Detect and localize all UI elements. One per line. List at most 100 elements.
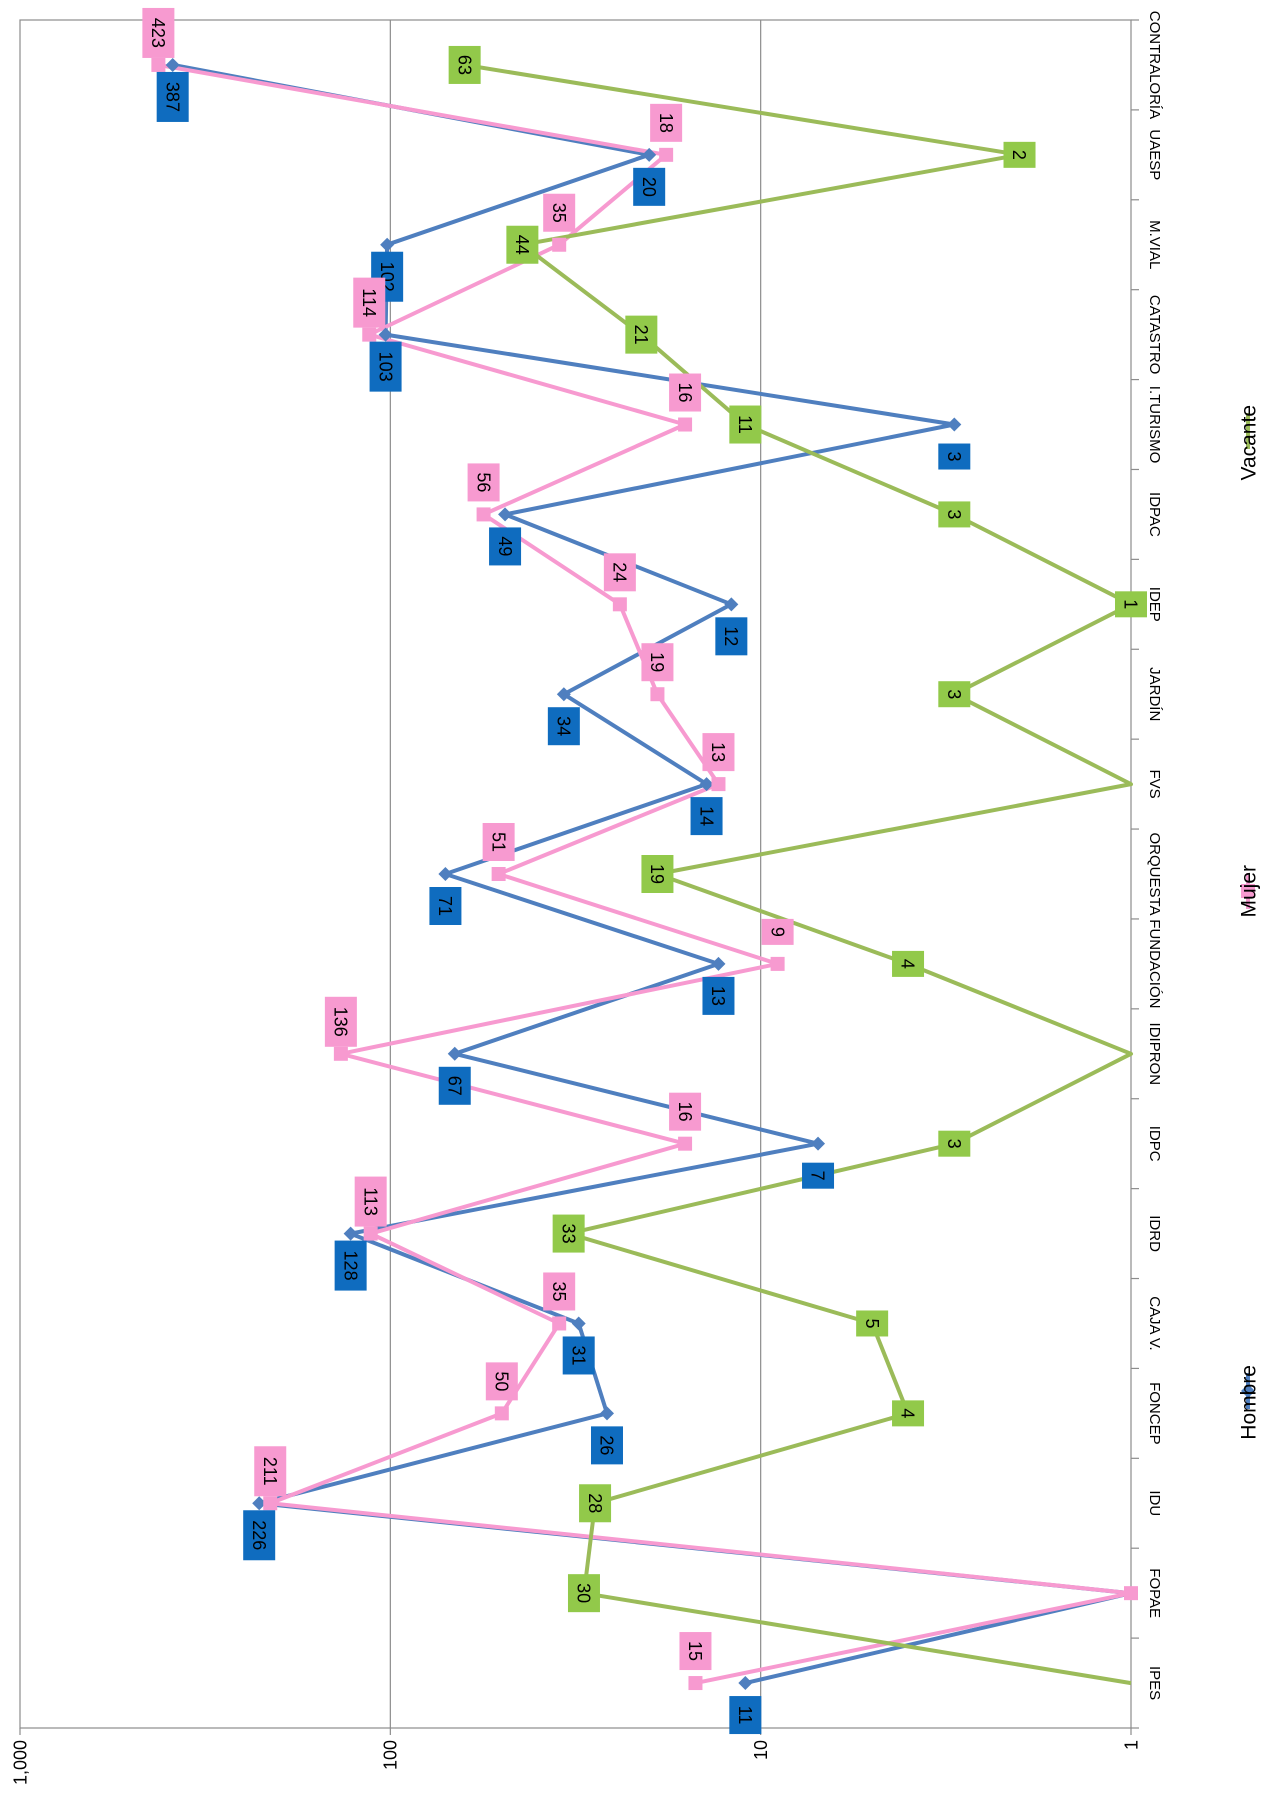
series-line-vacante (464, 62, 1133, 1686)
marker-hombre (438, 867, 453, 881)
data-label-box-vacante (938, 501, 971, 528)
legend-label-mujer: Mujer (1237, 865, 1260, 918)
data-label-mujer: 9 (767, 927, 787, 937)
category-tick-label: M.VIAL (1146, 220, 1163, 269)
data-label-box-mujer (603, 553, 636, 592)
data-label-hombre: 49 (495, 536, 515, 556)
data-label-hombre: 11 (735, 1706, 755, 1725)
category-tick-label: IDPC (1146, 1126, 1163, 1162)
data-label-box-vacante (1003, 141, 1036, 168)
data-label-box-vacante (579, 1484, 612, 1523)
data-label-mujer: 16 (675, 1102, 695, 1122)
data-label-hombre: 71 (435, 896, 455, 916)
data-label-box-vacante (938, 681, 971, 708)
data-label-vacante: 3 (944, 509, 964, 519)
marker-hombre (165, 57, 180, 72)
marker-hombre (380, 237, 395, 252)
data-label-mujer: 15 (685, 1641, 705, 1661)
data-label-mujer: 113 (360, 1187, 380, 1216)
data-label-mujer: 16 (675, 383, 695, 403)
data-label-mujer: 35 (549, 203, 569, 223)
data-label-box-vacante (892, 950, 925, 977)
data-label-box-mujer (467, 463, 500, 502)
marker-mujer (151, 57, 166, 72)
legend-label-vacante: Vacante (1237, 405, 1260, 481)
data-label-box-mujer (354, 1176, 387, 1227)
data-label-vacante: 11 (735, 415, 755, 434)
gridlines (389, 20, 762, 1728)
marker-mujer (650, 687, 665, 702)
legend-marker-hombre (1241, 1384, 1255, 1398)
value-axis-ticks: 1,000 100 10 1 (10, 1728, 1141, 1785)
data-label-vacante: 1 (1121, 599, 1141, 609)
data-label-hombre: 31 (568, 1345, 588, 1365)
data-label-box-hombre (633, 167, 666, 206)
category-tick-label: IDPAC (1146, 492, 1163, 537)
category-tick-label: FVS (1146, 770, 1163, 799)
data-label-vacante: 4 (898, 959, 918, 969)
data-label-box-mujer (761, 918, 794, 945)
category-tick-label: IDU (1146, 1490, 1163, 1516)
category-tick-label: IDEP (1146, 587, 1163, 622)
category-tick-label: ORQUESTA (1146, 832, 1163, 915)
data-label-box-vacante (567, 1574, 600, 1613)
data-label-vacante: 3 (944, 1139, 964, 1149)
marker-hombre (947, 417, 962, 432)
marker-hombre (252, 1496, 267, 1511)
data-label-box-vacante (729, 405, 762, 444)
marker-hombre (699, 777, 714, 792)
data-label-box-hombre (715, 617, 748, 656)
data-label-box-hombre (243, 1510, 276, 1561)
marker-mujer (494, 1406, 509, 1421)
marker-mujer (1124, 1586, 1138, 1601)
data-label-box-vacante (552, 1214, 585, 1253)
data-label-box-mujer (669, 1092, 702, 1131)
category-tick-label: IPES (1146, 1666, 1163, 1700)
marker-hombre (642, 147, 657, 162)
data-label-box-hombre (590, 1426, 623, 1465)
marker-mujer (552, 237, 567, 252)
data-label-hombre: 387 (162, 82, 182, 112)
marker-hombre (571, 1316, 586, 1331)
data-label-mujer: 19 (647, 652, 667, 672)
marker-mujer (688, 1676, 703, 1691)
legend-label-hombre: Hombre (1237, 1365, 1260, 1440)
category-tick-label: IDRD (1146, 1215, 1163, 1252)
data-label-hombre: 67 (444, 1076, 464, 1096)
category-tick-label: CAJA V. (1146, 1296, 1163, 1350)
category-tick-label: CONTRALORÍA (1146, 11, 1163, 119)
category-tick-label: FONCEP (1146, 1382, 1163, 1445)
legend-marker-mujer (1241, 884, 1255, 898)
data-label-box-mujer (679, 1632, 712, 1671)
category-tick-label: FOPAE (1146, 1568, 1163, 1618)
legend: Hombre Mujer Vacante (1237, 405, 1260, 1440)
data-label-box-mujer (485, 1362, 518, 1401)
data-labels: 1122626311287671371143412493103102203871… (142, 7, 1147, 1735)
data-label-hombre: 7 (808, 1171, 828, 1181)
data-label-hombre: 34 (554, 716, 574, 736)
value-tick-label: 100 (381, 1740, 401, 1770)
plot-area (19, 19, 1132, 1729)
data-label-vacante: 19 (647, 864, 667, 884)
data-label-mujer: 423 (148, 18, 168, 48)
marker-mujer (612, 597, 627, 612)
marker-mujer (476, 507, 491, 522)
marker-hombre (556, 687, 571, 702)
marker-mujer (678, 1136, 693, 1151)
marker-mujer (678, 417, 693, 432)
marker-hombre (378, 327, 393, 342)
data-label-box-vacante (938, 1130, 971, 1157)
data-label-vacante: 2 (1009, 150, 1029, 160)
data-label-hombre: 226 (249, 1520, 269, 1550)
data-label-box-vacante (625, 315, 658, 354)
data-label-hombre: 12 (721, 626, 741, 646)
marker-hombre (447, 1046, 462, 1061)
data-label-mujer: 24 (610, 562, 630, 582)
data-label-box-hombre (156, 71, 189, 122)
data-label-box-mujer (482, 823, 515, 861)
data-label-mujer: 18 (656, 113, 676, 133)
data-label-box-hombre (690, 797, 723, 836)
category-tick-label: FUNDACIÓN (1146, 919, 1163, 1008)
marker-mujer (263, 1496, 278, 1511)
